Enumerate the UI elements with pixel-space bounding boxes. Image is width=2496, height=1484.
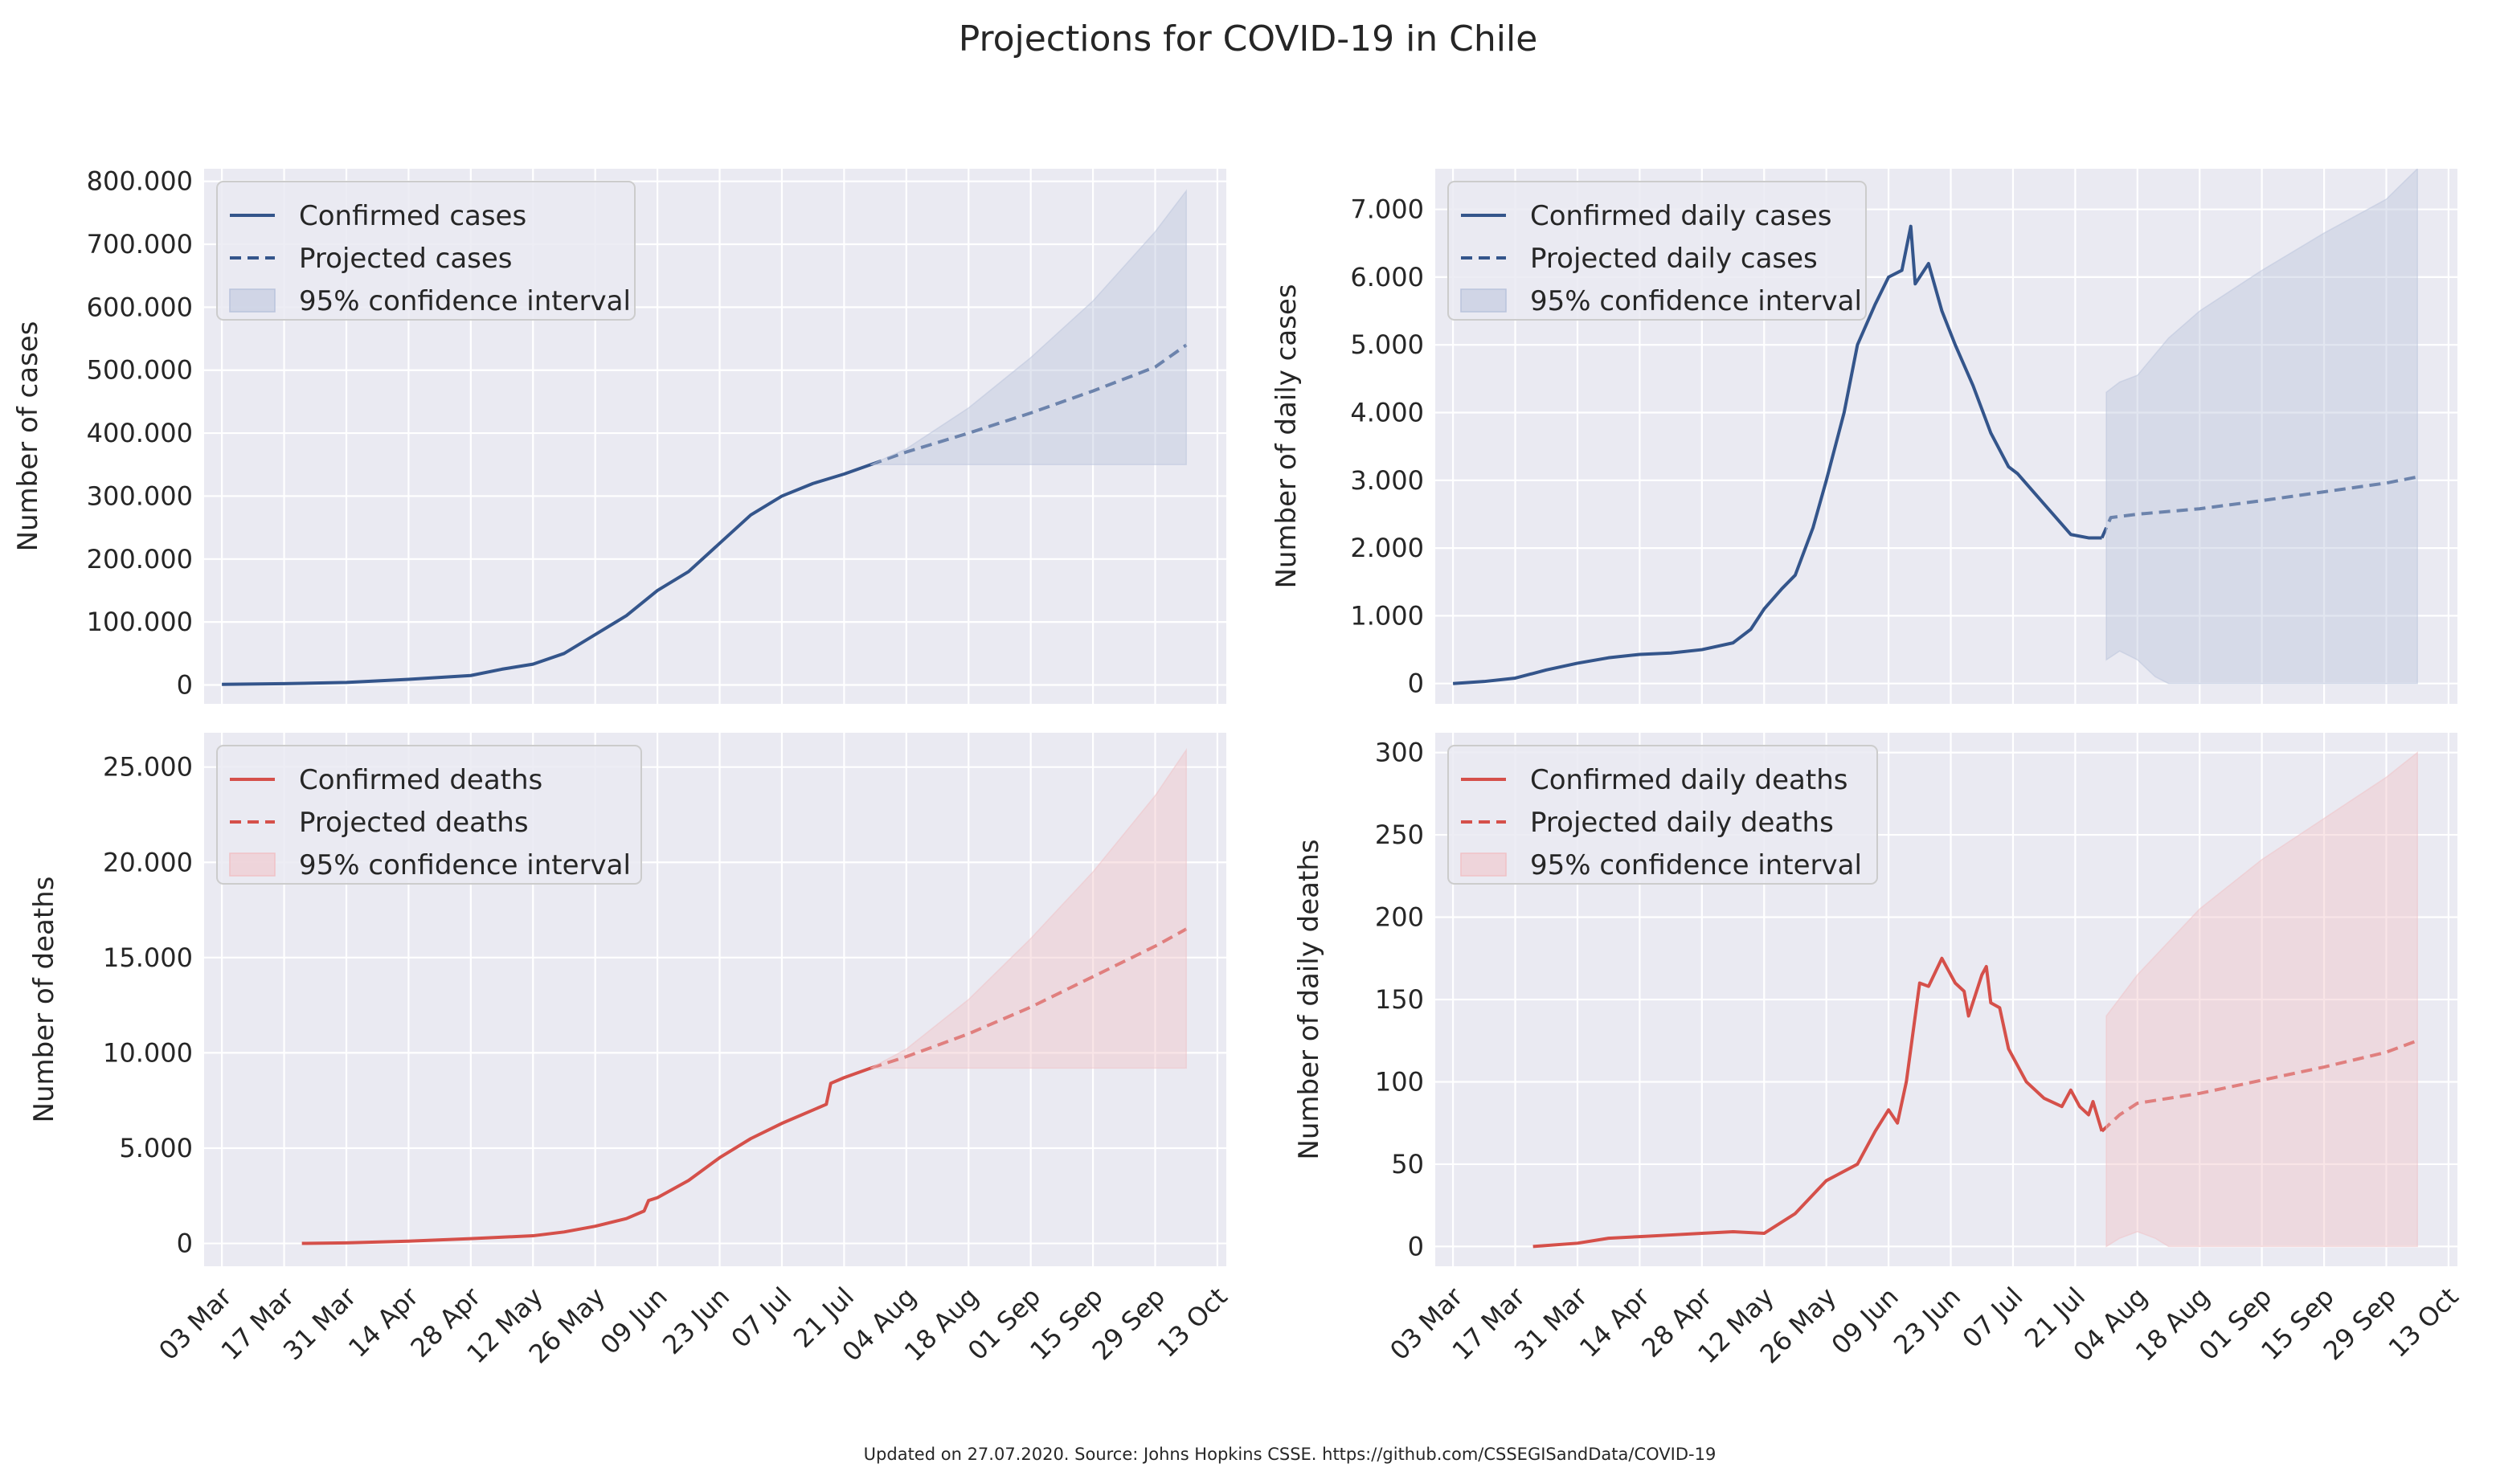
x-tick-label-09-jun: 09 Jun	[595, 1282, 673, 1360]
projected-daily-cases-line	[2100, 475, 2418, 539]
y-tick-label-300: 300	[1375, 738, 1424, 768]
y-tick-label-100: 100	[1375, 1066, 1424, 1097]
legend-box	[216, 745, 642, 885]
y-tick-label-6-000: 6.000	[1350, 262, 1424, 292]
chart-panel-top-right: 0 1.000 2.000 3.000 4.000 5.000 6.000 7.000 Numb…	[1271, 169, 2457, 704]
projected-deaths-line	[870, 927, 1188, 1070]
legend-label-projected-daily-cases: Projected daily cases	[1530, 243, 1818, 275]
chart-panels: 0 100.000 200.000 300.000 400.000 500.000 600.…	[12, 166, 2465, 1370]
x-tick-label-09-jun: 09 Jun	[1826, 1282, 1905, 1360]
legend-box	[1447, 745, 1878, 885]
y-tick-label-4-000: 4.000	[1350, 397, 1424, 427]
y-tick-label-250: 250	[1375, 820, 1424, 850]
confirmed-daily-cases-line	[1452, 224, 2102, 685]
y-tick-label-5-000: 5.000	[1350, 329, 1424, 360]
x-tick-label-07-jul: 07 Jul	[1956, 1282, 2028, 1354]
y-tick-label-400-000: 400.000	[87, 418, 193, 448]
y-tick-label-1-000: 1.000	[1350, 600, 1424, 631]
legend-bottom-left: Confirmed deaths Projected deaths 95% conf…	[216, 745, 642, 885]
y-axis-label: Number of cases	[12, 321, 44, 552]
y-tick-label-50: 50	[1391, 1149, 1424, 1179]
legend-label-confirmed-daily-deaths: Confirmed daily deaths	[1530, 764, 1847, 796]
legend-label-95-confidence-interval: 95% confidence interval	[299, 285, 631, 317]
y-tick-label-0: 0	[1408, 1231, 1424, 1261]
y-tick-label-2-000: 2.000	[1350, 533, 1424, 563]
x-tick-label-14-apr: 14 Apr	[342, 1281, 425, 1363]
legend-handle-band	[229, 852, 276, 877]
projected-cases-line	[870, 343, 1188, 467]
legend-label-confirmed-deaths: Confirmed deaths	[299, 764, 542, 796]
series-group	[301, 747, 1188, 1245]
legend-label-95-confidence-interval: 95% confidence interval	[1530, 849, 1862, 881]
y-tick-label-20-000: 20.000	[103, 847, 193, 877]
x-tick-label-13-oct: 13 Oct	[2383, 1282, 2465, 1363]
legend-label-projected-daily-deaths: Projected daily deaths	[1530, 807, 1834, 839]
legend-bottom-right: Confirmed daily deaths Projected daily de…	[1447, 745, 1878, 885]
series-group	[1532, 751, 2418, 1249]
series-group	[222, 189, 1188, 686]
y-tick-label-600-000: 600.000	[87, 292, 193, 322]
y-tick-label-200: 200	[1375, 902, 1424, 933]
y-tick-label-100-000: 100.000	[87, 607, 193, 637]
confirmed-deaths-line	[301, 1066, 872, 1245]
legend-handle-band	[229, 288, 276, 313]
legend-label-95-confidence-interval: 95% confidence interval	[299, 849, 631, 881]
y-tick-label-15-000: 15.000	[103, 942, 193, 973]
x-tick-label-13-oct: 13 Oct	[1152, 1282, 1234, 1363]
y-tick-label-150: 150	[1375, 984, 1424, 1015]
projected-daily-deaths-line	[2101, 1039, 2418, 1133]
series-group	[1452, 169, 2418, 685]
legend-label-projected-deaths: Projected deaths	[299, 807, 529, 839]
legend-handle-band	[1460, 852, 1507, 877]
legend-box	[1447, 181, 1867, 321]
y-tick-label-5-000: 5.000	[119, 1133, 193, 1163]
legend-handle-band	[1460, 288, 1507, 313]
y-tick-label-0: 0	[177, 1228, 193, 1259]
y-tick-label-300-000: 300.000	[87, 480, 193, 511]
y-tick-label-700-000: 700.000	[87, 229, 193, 260]
figure-footer: Updated on 27.07.2020. Source: Johns Hop…	[864, 1445, 1717, 1464]
confidence-band-top-left	[870, 189, 1187, 466]
chart-panel-top-left: 0 100.000 200.000 300.000 400.000 500.000 600.…	[12, 166, 1226, 704]
legend-box	[216, 181, 636, 321]
y-tick-label-0: 0	[177, 669, 193, 700]
legend-top-left: Confirmed cases Projected cases 95% confid…	[216, 181, 636, 321]
confidence-band-bottom-left	[870, 747, 1187, 1069]
y-axis-label: Number of deaths	[28, 877, 60, 1123]
y-tick-label-3-000: 3.000	[1350, 465, 1424, 496]
y-tick-label-800-000: 800.000	[87, 166, 193, 197]
confirmed-daily-deaths-line	[1532, 956, 2104, 1249]
legend-top-right: Confirmed daily cases Projected daily cas…	[1447, 181, 1867, 321]
x-tick-label-14-apr: 14 Apr	[1573, 1281, 1656, 1363]
legend-label-confirmed-daily-cases: Confirmed daily cases	[1530, 200, 1831, 232]
figure-title: Projections for COVID-19 in Chile	[959, 18, 1538, 59]
legend-label-confirmed-cases: Confirmed cases	[299, 200, 526, 232]
y-tick-label-200-000: 200.000	[87, 544, 193, 574]
legend-label-projected-cases: Projected cases	[299, 243, 513, 275]
y-tick-label-500-000: 500.000	[87, 355, 193, 386]
x-tick-label-07-jul: 07 Jul	[725, 1282, 797, 1354]
y-axis-label: Number of daily deaths	[1293, 839, 1325, 1159]
y-tick-label-25-000: 25.000	[103, 752, 193, 783]
y-tick-label-10-000: 10.000	[103, 1037, 193, 1068]
confidence-band-bottom-right	[2105, 751, 2418, 1248]
legend-label-95-confidence-interval: 95% confidence interval	[1530, 285, 1862, 317]
y-axis-label: Number of daily cases	[1271, 284, 1303, 588]
x-tick-label-23-jun: 23 Jun	[657, 1282, 735, 1360]
confidence-band-top-right	[2105, 169, 2418, 685]
x-tick-label-23-jun: 23 Jun	[1888, 1282, 1966, 1360]
confirmed-cases-line	[222, 463, 872, 686]
y-tick-label-0: 0	[1408, 668, 1424, 699]
y-tick-label-7-000: 7.000	[1350, 194, 1424, 225]
